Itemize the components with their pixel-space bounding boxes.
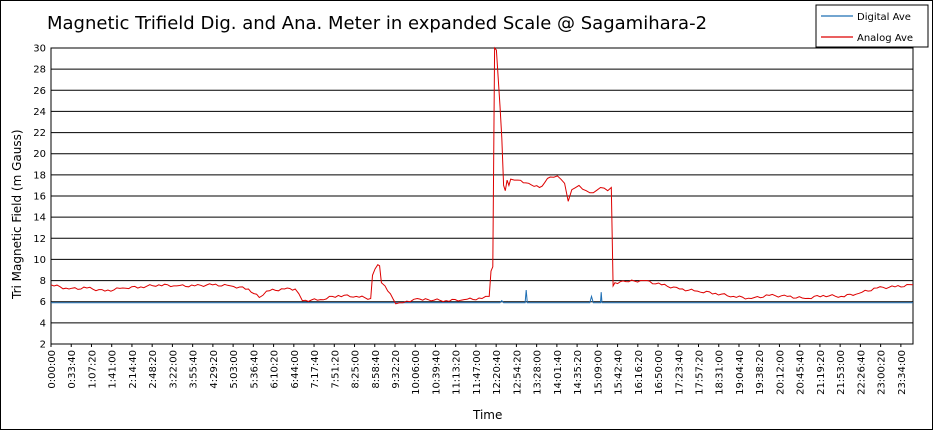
y-tick-label: 14: [33, 213, 46, 224]
x-axis: 0:00:00 0:33:40 1:07:20 1:41:00 2:14:40 2:48:…: [47, 344, 908, 395]
y-tick-label: 4: [40, 318, 46, 329]
legend-label-analog: Analog Ave: [857, 33, 913, 44]
x-tick-label: 14:35:20: [573, 350, 584, 395]
y-tick-label: 16: [33, 192, 46, 203]
x-tick-label: 6:44:00: [290, 350, 301, 389]
series-line-digital: [51, 290, 913, 304]
x-tick-label: 21:19:20: [816, 350, 827, 395]
y-tick-label: 20: [33, 149, 46, 160]
x-tick-label: 18:31:00: [715, 350, 726, 395]
gridlines: [51, 68, 913, 324]
legend-label-digital: Digital Ave: [857, 12, 911, 23]
x-tick-label: 23:34:00: [897, 350, 908, 395]
x-tick-label: 14:01:40: [553, 350, 564, 395]
x-tick-label: 1:41:00: [108, 350, 119, 389]
y-tick-label: 22: [33, 128, 46, 139]
x-tick-label: 16:50:00: [654, 350, 665, 395]
x-tick-label: 11:47:00: [472, 350, 483, 395]
y-tick-label: 6: [40, 297, 46, 308]
x-tick-label: 22:26:40: [856, 350, 867, 395]
x-tick-label: 16:16:20: [634, 350, 645, 395]
x-tick-label: 17:23:40: [674, 350, 685, 395]
x-tick-label: 4:29:20: [209, 350, 220, 389]
x-tick-label: 12:20:40: [492, 350, 503, 395]
y-tick-label: 30: [33, 44, 46, 55]
x-tick-label: 13:28:00: [533, 350, 544, 395]
x-tick-label: 20:45:40: [796, 350, 807, 395]
x-tick-label: 20:12:00: [775, 350, 786, 395]
y-tick-label: 18: [33, 170, 46, 181]
x-tick-label: 12:54:20: [512, 350, 523, 395]
y-tick-label: 10: [33, 255, 46, 266]
y-axis-label: Tri Magnetic Field (m Gauss): [10, 129, 24, 300]
x-tick-label: 23:00:20: [877, 350, 888, 395]
series-lines: [50, 46, 914, 305]
x-tick-label: 7:17:40: [310, 350, 321, 389]
x-tick-label: 11:13:20: [452, 350, 463, 395]
y-tick-label: 8: [40, 276, 46, 287]
x-tick-label: 2:48:20: [148, 350, 159, 389]
x-axis-label: Time: [472, 408, 502, 422]
x-tick-label: 7:51:20: [330, 350, 341, 389]
chart-title: Magnetic Trifield Dig. and Ana. Meter in…: [47, 13, 707, 34]
x-tick-label: 5:03:00: [229, 350, 240, 389]
x-tick-label: 17:57:20: [695, 350, 706, 395]
x-tick-label: 21:53:00: [836, 350, 847, 395]
x-tick-label: 6:10:20: [270, 350, 281, 389]
x-tick-label: 15:09:00: [593, 350, 604, 395]
x-tick-label: 8:25:00: [351, 350, 362, 389]
x-tick-label: 0:00:00: [47, 350, 58, 389]
x-tick-label: 3:55:40: [189, 350, 200, 389]
legend-box: [815, 4, 929, 48]
series-line-analog: [50, 46, 914, 305]
x-tick-label: 8:58:40: [371, 350, 382, 389]
x-tick-label: 3:22:00: [168, 350, 179, 389]
x-tick-label: 1:07:20: [87, 350, 98, 389]
y-tick-label: 26: [33, 86, 46, 97]
y-tick-label: 12: [33, 234, 46, 245]
x-tick-label: 2:14:40: [128, 350, 139, 389]
x-tick-label: 15:42:40: [614, 350, 625, 395]
x-tick-label: 19:04:40: [735, 350, 746, 395]
x-tick-label: 0:33:40: [67, 350, 78, 389]
legend: Digital Ave Analog Ave: [815, 4, 929, 48]
y-tick-label: 28: [33, 65, 46, 76]
y-tick-label: 24: [33, 107, 46, 118]
x-tick-label: 10:39:40: [431, 350, 442, 395]
x-tick-label: 5:36:40: [249, 350, 260, 389]
x-tick-label: 19:38:20: [755, 350, 766, 395]
x-tick-label: 10:06:00: [411, 350, 422, 395]
x-tick-label: 9:32:20: [391, 350, 402, 389]
y-tick-label: 2: [40, 340, 46, 351]
